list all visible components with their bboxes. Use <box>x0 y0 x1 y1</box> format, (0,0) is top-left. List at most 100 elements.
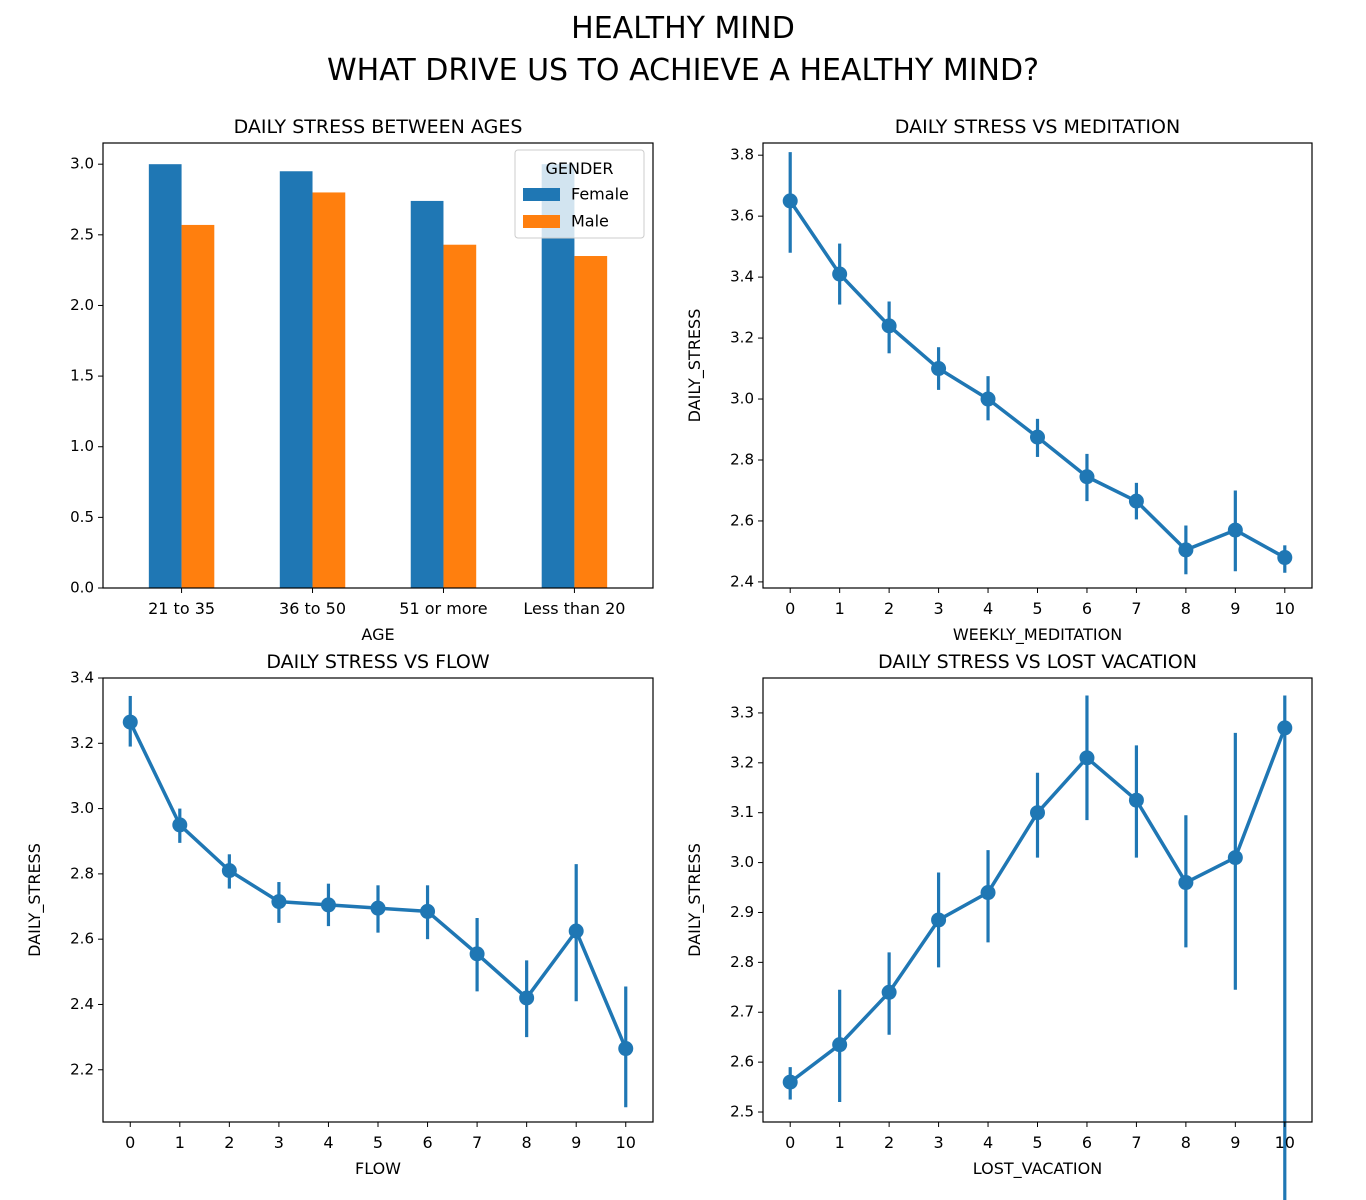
data-point-3 <box>931 912 947 928</box>
y-tick-label: 3.4 <box>70 669 94 687</box>
x-tick-label: 8 <box>1181 1133 1191 1152</box>
legend-swatch-female <box>523 188 560 201</box>
bar-male-3 <box>443 244 477 588</box>
x-axis-label: FLOW <box>355 1159 401 1178</box>
x-tick-label: 4 <box>323 1133 333 1152</box>
x-tick-label: 1 <box>835 1133 845 1152</box>
x-tick-label: 2 <box>884 1133 894 1152</box>
legend-label-male: Male <box>571 212 609 231</box>
x-tick-label: 6 <box>1082 599 1092 618</box>
data-point-4 <box>980 391 996 407</box>
x-tick-label: 10 <box>1275 1133 1295 1152</box>
y-tick-label: 2.0 <box>70 296 94 314</box>
axes-frame <box>102 142 654 589</box>
x-tick-label: 9 <box>571 1133 581 1152</box>
x-tick-label: Less than 20 <box>523 599 625 618</box>
x-tick-label: 51 or more <box>399 599 487 618</box>
figure-title: HEALTHY MIND <box>571 11 795 46</box>
subplot-title: DAILY STRESS VS LOST VACATION <box>878 651 1197 673</box>
data-point-0 <box>122 714 138 730</box>
y-tick-label: 2.6 <box>730 511 754 529</box>
x-tick-label: 5 <box>1032 599 1042 618</box>
x-tick-label: 1 <box>175 1133 185 1152</box>
subplot-3: DAILY STRESS VS FLOW FLOW DAILY_STRESS 0 1 2 3… <box>25 651 654 1178</box>
x-tick-label: 9 <box>1230 1133 1240 1152</box>
y-tick-label: 2.7 <box>730 1003 754 1021</box>
subplot-title: DAILY STRESS VS MEDITATION <box>895 116 1180 138</box>
bar-male-2 <box>312 192 346 588</box>
bar-female-1 <box>148 164 182 588</box>
y-tick-label: 1.5 <box>70 367 94 385</box>
y-tick-label: 2.4 <box>70 995 94 1013</box>
x-tick-label: 4 <box>983 1133 993 1152</box>
axes-frame <box>762 677 1313 1123</box>
subplot-title: DAILY STRESS VS FLOW <box>266 651 490 673</box>
y-tick-label: 0.0 <box>70 579 94 597</box>
axes-frame <box>762 142 1313 589</box>
x-tick-label: 0 <box>125 1133 135 1152</box>
y-tick-label: 1.0 <box>70 437 94 455</box>
data-point-5 <box>1030 429 1045 445</box>
data-point-2 <box>221 863 237 879</box>
data-point-9 <box>1227 850 1243 866</box>
x-tick-label: 10 <box>616 1133 636 1152</box>
legend: GENDER Female Male <box>514 149 645 239</box>
x-tick-label: 8 <box>1181 599 1191 618</box>
x-tick-label: 5 <box>1032 1133 1042 1152</box>
data-point-10 <box>618 1041 634 1057</box>
data-point-8 <box>519 990 535 1006</box>
x-tick-label: 0 <box>785 1133 795 1152</box>
y-tick-label: 3.2 <box>730 329 754 347</box>
x-tick-label: 3 <box>933 1133 943 1152</box>
y-tick-label: 2.8 <box>730 450 754 468</box>
x-tick-label: 1 <box>835 599 845 618</box>
legend-swatch-male <box>523 215 560 228</box>
y-tick-label: 3.1 <box>730 803 754 821</box>
data-point-0 <box>782 193 798 209</box>
y-tick-label: 2.2 <box>70 1060 94 1078</box>
subplot-title: DAILY STRESS BETWEEN AGES <box>234 116 523 138</box>
y-tick-label: 3.2 <box>70 734 94 752</box>
legend-label-female: Female <box>571 185 629 204</box>
x-tick-label: 2 <box>884 599 894 618</box>
data-point-0 <box>782 1074 798 1090</box>
subplot-2: DAILY STRESS VS MEDITATION WEEKLY_MEDITAT… <box>685 116 1313 645</box>
y-tick-label: 3.2 <box>730 753 754 771</box>
data-point-10 <box>1277 550 1293 566</box>
y-tick-label: 2.8 <box>730 953 754 971</box>
x-tick-label: 8 <box>522 1133 532 1152</box>
x-axis-label: AGE <box>361 625 394 644</box>
x-tick-label: 3 <box>933 599 943 618</box>
legend-title: GENDER <box>545 159 613 178</box>
y-axis-label: DAILY_STRESS <box>685 309 705 423</box>
data-point-1 <box>172 817 188 833</box>
axes-frame <box>102 677 654 1123</box>
data-point-7 <box>1128 792 1144 808</box>
x-tick-label: 21 to 35 <box>148 599 215 618</box>
data-point-8 <box>1178 875 1194 891</box>
y-axis-label: DAILY_STRESS <box>25 843 45 957</box>
bar-male-4 <box>574 256 608 588</box>
data-point-10 <box>1277 720 1293 736</box>
y-tick-label: 3.0 <box>730 390 754 408</box>
x-tick-label: 6 <box>1082 1133 1092 1152</box>
subplot-4: DAILY STRESS VS LOST VACATION LOST_VACATI… <box>685 651 1313 1200</box>
y-tick-label: 3.0 <box>730 853 754 871</box>
x-tick-label: 7 <box>1131 1133 1141 1152</box>
y-tick-label: 2.9 <box>730 903 754 921</box>
y-tick-label: 2.5 <box>70 225 94 243</box>
y-tick-label: 2.4 <box>730 572 754 590</box>
data-point-8 <box>1178 542 1194 558</box>
bar-female-2 <box>279 171 313 588</box>
data-point-1 <box>832 266 848 282</box>
y-tick-label: 2.6 <box>70 930 94 948</box>
y-tick-label: 3.3 <box>730 703 754 721</box>
y-tick-label: 2.5 <box>730 1103 754 1121</box>
y-tick-label: 3.0 <box>70 155 94 173</box>
data-point-9 <box>568 923 584 939</box>
x-tick-label: 3 <box>274 1133 284 1152</box>
data-point-7 <box>469 946 485 962</box>
y-tick-label: 3.8 <box>730 146 754 164</box>
